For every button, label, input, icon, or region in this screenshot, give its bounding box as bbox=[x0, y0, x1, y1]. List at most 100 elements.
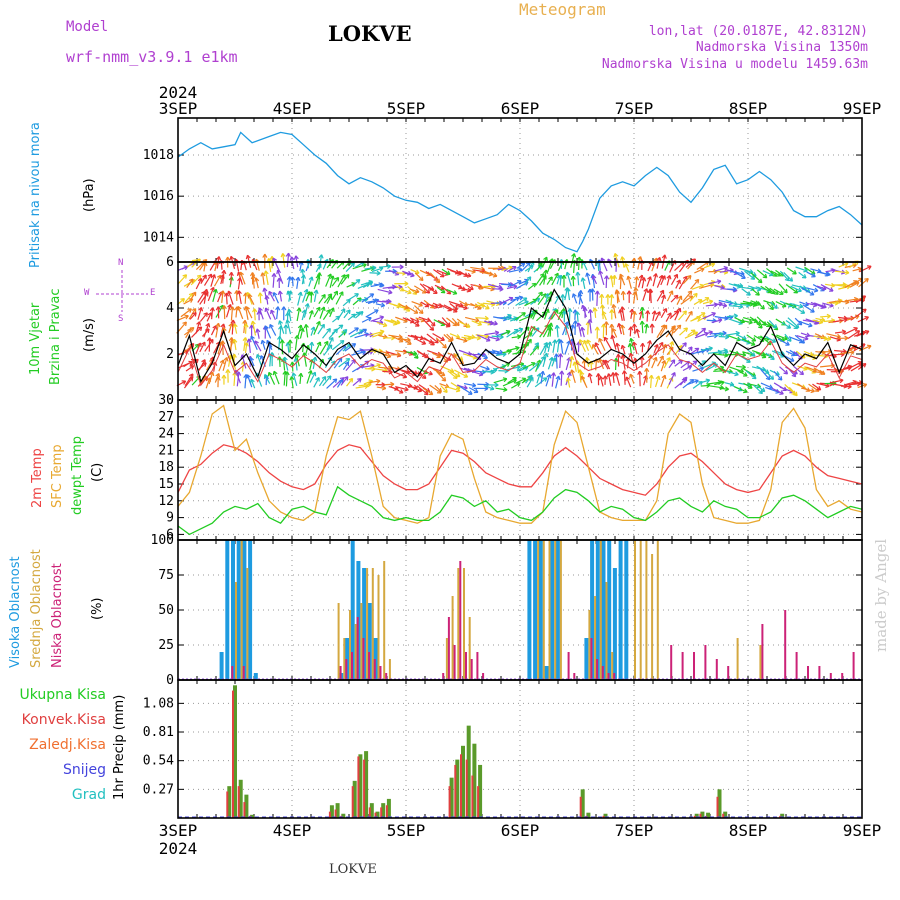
wind-arrow-head bbox=[612, 304, 617, 308]
y-tick-label: 21 bbox=[158, 443, 174, 458]
wind-arrow bbox=[719, 351, 729, 355]
wind-arrow bbox=[642, 288, 648, 302]
wind-arrow bbox=[388, 334, 403, 338]
wind-arrow-head bbox=[586, 272, 591, 277]
wind-arrow-head bbox=[798, 306, 803, 309]
wind-arrow bbox=[725, 299, 738, 306]
wind-arrow bbox=[305, 324, 309, 338]
cloud-bar bbox=[554, 540, 557, 680]
wind-arrow-head bbox=[679, 325, 682, 330]
cloud-bar bbox=[356, 617, 359, 680]
wind-arrow-head bbox=[622, 354, 626, 359]
wind-arrow bbox=[546, 276, 553, 285]
wind-arrow-head bbox=[231, 276, 234, 281]
wind-arrow-head bbox=[808, 325, 813, 328]
wind-arrow bbox=[480, 286, 495, 291]
wind-arrow-head bbox=[230, 255, 235, 260]
wind-gust-line bbox=[177, 310, 863, 387]
wind-arrow bbox=[255, 277, 259, 289]
wind-arrow-head bbox=[391, 337, 396, 341]
wind-arrow-head bbox=[329, 375, 332, 380]
wind-arrow bbox=[237, 306, 244, 320]
wind-arrow bbox=[799, 301, 809, 306]
wind-arrow-head bbox=[513, 266, 517, 271]
wind-arrow-head bbox=[463, 307, 468, 311]
wind-arrow bbox=[379, 350, 389, 355]
y-tick-label: 24 bbox=[158, 427, 174, 442]
wind-arrow bbox=[674, 345, 683, 356]
wind-arrow bbox=[301, 269, 305, 284]
wind-arrow-head bbox=[285, 324, 289, 329]
wind-arrow bbox=[572, 293, 578, 304]
wind-arrow bbox=[801, 287, 815, 296]
wind-arrow-head bbox=[396, 354, 401, 358]
wind-arrow bbox=[518, 279, 529, 285]
wind-arrow-head bbox=[611, 334, 616, 339]
wind-arrow-head bbox=[300, 372, 304, 378]
wind-arrow-head bbox=[508, 350, 512, 355]
wind-arrow bbox=[199, 341, 206, 353]
wind-arrow-head bbox=[545, 269, 549, 274]
wind-arrow-head bbox=[615, 372, 620, 376]
cloud-bar bbox=[351, 652, 353, 680]
wind-arrow-head bbox=[866, 330, 870, 335]
wind-arrow bbox=[235, 369, 241, 384]
wind-arrow bbox=[611, 335, 617, 350]
wind-arrow-head bbox=[476, 337, 481, 341]
wind-arrow-head bbox=[517, 335, 522, 340]
wind-arrow-head bbox=[376, 380, 381, 384]
wind-arrow bbox=[450, 370, 461, 378]
wind-arrow bbox=[477, 301, 490, 310]
wind-arrow bbox=[610, 275, 614, 288]
wind-arrow-head bbox=[185, 321, 187, 327]
cloud-bar bbox=[388, 659, 391, 680]
precip-legend-snow: Snijeg bbox=[62, 762, 106, 778]
cloud-bar bbox=[852, 652, 855, 680]
wind-arrow bbox=[458, 349, 472, 356]
wind-arrow-head bbox=[634, 311, 637, 316]
wind-arrow bbox=[771, 387, 784, 395]
y-tick-label: 9 bbox=[166, 511, 174, 526]
wind-arrow bbox=[491, 335, 504, 338]
wind-arrow-head bbox=[377, 364, 381, 369]
wind-arrow-head bbox=[599, 375, 604, 380]
wind-arrow-head bbox=[232, 319, 236, 324]
wind-arrow-head bbox=[466, 290, 471, 293]
wind-arrow bbox=[251, 320, 257, 336]
wind-arrow-head bbox=[673, 326, 676, 331]
precip-total-bar bbox=[352, 780, 357, 818]
wind-arrow bbox=[318, 376, 327, 387]
wind-arrow bbox=[221, 290, 224, 304]
wind-arrow bbox=[331, 340, 345, 351]
wind-arrow bbox=[374, 368, 388, 372]
wind-arrow-head bbox=[231, 306, 235, 311]
wind-arrow-head bbox=[493, 369, 498, 373]
wind-arrow bbox=[414, 305, 424, 314]
wind-arrow bbox=[384, 383, 395, 386]
wind-arrow-head bbox=[592, 275, 597, 279]
wind-arrow bbox=[511, 382, 521, 389]
cloud-bar bbox=[248, 540, 253, 680]
wind-arrow-head bbox=[463, 340, 468, 343]
wind-arrow-head bbox=[578, 293, 583, 297]
wind-arrow bbox=[325, 273, 332, 287]
wind-arrow bbox=[278, 356, 281, 367]
wind-arrow bbox=[266, 340, 273, 350]
wind-arrow bbox=[343, 309, 351, 319]
wind-arrow bbox=[270, 309, 276, 320]
wind-arrow-head bbox=[269, 323, 274, 328]
wind-arrow bbox=[806, 271, 816, 278]
precip-total-bar bbox=[449, 777, 454, 818]
wind-arrow bbox=[511, 296, 523, 302]
wind-arrow-head bbox=[453, 377, 458, 380]
wind-arrow-head bbox=[845, 301, 850, 305]
wind-arrow bbox=[414, 272, 424, 281]
wind-arrow bbox=[719, 387, 729, 390]
wind-arrow bbox=[506, 285, 518, 290]
wind-arrow bbox=[744, 270, 755, 280]
wind-arrow-head bbox=[845, 272, 850, 276]
wind-arrow bbox=[806, 302, 818, 307]
wind-arrow-head bbox=[265, 270, 269, 275]
wind-arrow-head bbox=[862, 343, 866, 348]
wind-arrow-head bbox=[367, 383, 372, 388]
